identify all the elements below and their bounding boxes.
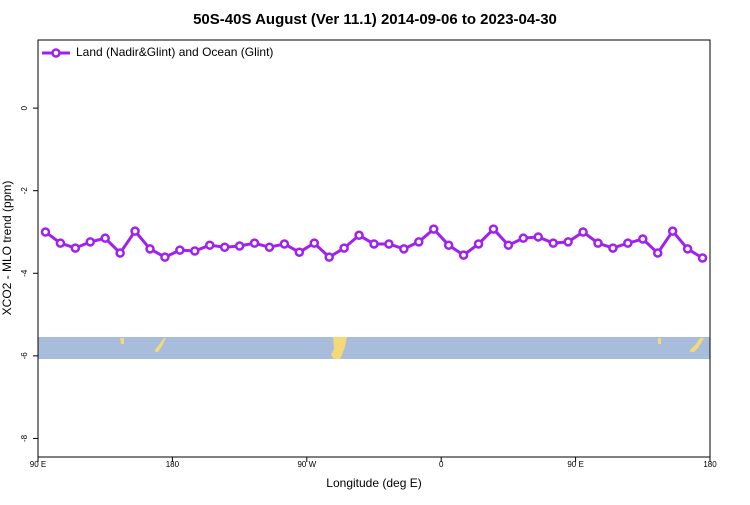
data-point <box>160 252 170 262</box>
data-point <box>294 247 305 257</box>
data-point <box>384 239 394 249</box>
data-point <box>503 240 514 250</box>
land <box>331 337 347 359</box>
legend-label: Land (Nadir&Glint) and Ocean (Glint) <box>76 45 273 59</box>
data-point <box>204 240 215 250</box>
y-axis-label: XCO2 - MLO trend (ppm) <box>0 181 14 316</box>
plot-frame <box>37 39 711 458</box>
data-point <box>234 241 245 251</box>
data-point <box>249 238 260 248</box>
data-point <box>145 244 155 254</box>
data-point <box>443 240 454 250</box>
data-point <box>70 243 81 253</box>
data-point <box>130 226 140 236</box>
x-tick-label: 90 E <box>567 460 583 469</box>
map-band <box>38 337 710 359</box>
legend-marker <box>51 48 61 58</box>
data-point <box>279 239 290 249</box>
data-point <box>518 233 529 243</box>
x-axis-label: Longitude (deg E) <box>326 476 421 490</box>
data-point <box>190 246 200 256</box>
x-tick-label: 90 E <box>30 460 46 469</box>
data-point <box>339 243 349 253</box>
data-point <box>115 248 125 258</box>
data-point <box>414 237 424 247</box>
land <box>155 338 166 352</box>
data-point <box>593 238 603 248</box>
data-point <box>473 239 484 249</box>
land <box>658 338 661 344</box>
land <box>120 338 124 344</box>
x-tick-label: 90 W <box>297 460 316 469</box>
x-tick-label: 180 <box>703 460 717 469</box>
data-point <box>40 227 51 237</box>
y-tick-label: -8 <box>20 434 29 442</box>
data-point <box>264 242 275 253</box>
data-point <box>638 234 648 244</box>
ocean-strip <box>38 337 710 359</box>
data-point <box>697 253 708 263</box>
chart-title: 50S-40S August (Ver 11.1) 2014-09-06 to … <box>193 11 557 28</box>
data-point <box>458 250 469 260</box>
y-tick-label: -6 <box>20 352 29 360</box>
data-point <box>175 245 185 255</box>
data-point <box>563 237 573 247</box>
x-tick-label: 180 <box>166 460 180 469</box>
x-tick-label: 0 <box>439 460 444 469</box>
data-point <box>548 238 558 248</box>
data-point <box>85 237 96 247</box>
y-tick-label: -2 <box>20 187 29 195</box>
data-point <box>369 239 379 249</box>
data-point <box>488 224 499 234</box>
data-point <box>100 233 110 243</box>
data-point <box>219 242 230 253</box>
data-point <box>428 224 439 234</box>
y-tick-label: -4 <box>20 269 29 277</box>
data-point <box>533 232 544 242</box>
data-point <box>354 230 364 241</box>
data-point <box>652 248 663 258</box>
data-point <box>55 238 66 248</box>
land <box>690 338 704 352</box>
y-tick-label: 0 <box>20 105 29 110</box>
data-point <box>608 243 618 253</box>
data-point <box>399 244 409 254</box>
data-point <box>623 238 633 248</box>
data-point <box>309 238 320 248</box>
data-point <box>667 226 678 236</box>
data-point <box>578 227 588 237</box>
data-point <box>682 244 693 254</box>
data-point <box>324 252 334 262</box>
